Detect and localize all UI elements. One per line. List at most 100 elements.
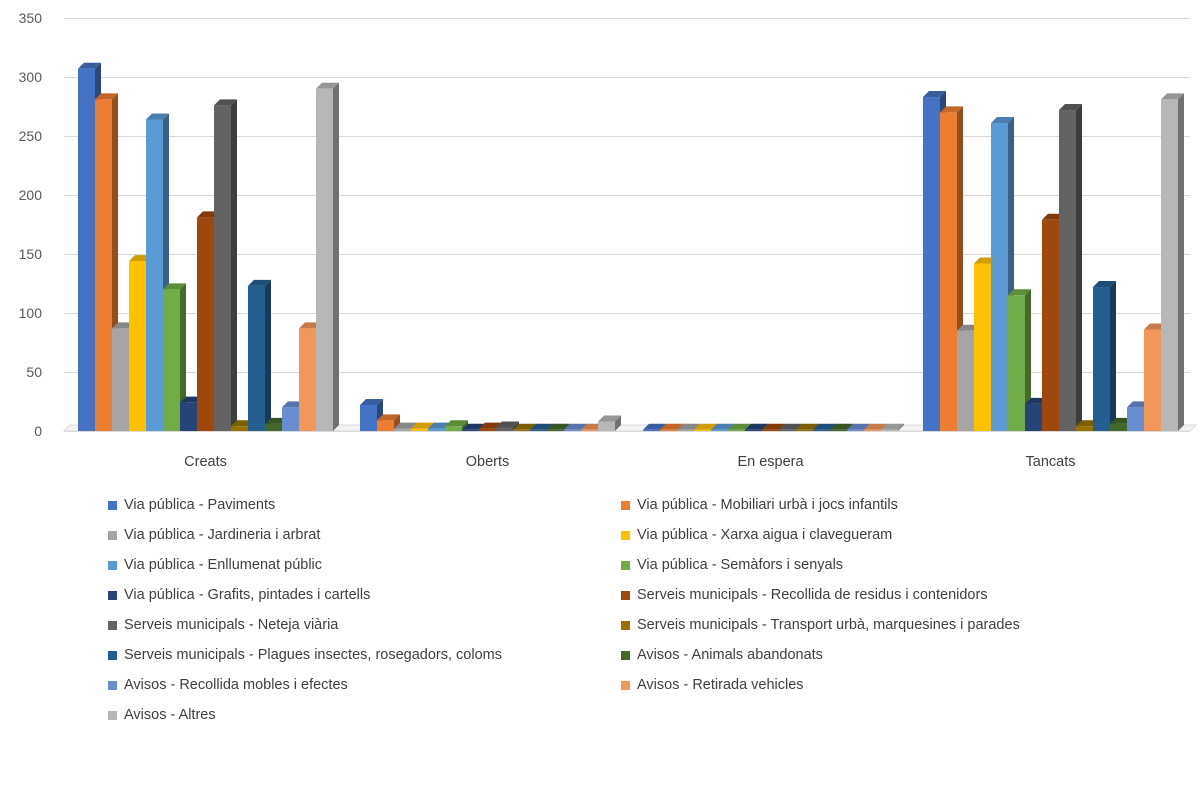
legend-swatch — [621, 590, 630, 600]
x-category-label: En espera — [737, 454, 804, 470]
bar-top — [530, 423, 553, 430]
y-tick-label: 300 — [19, 69, 43, 85]
legend-item: Serveis municipals - Recollida de residu… — [621, 584, 988, 606]
bar-front — [530, 429, 547, 431]
legend-swatch — [621, 620, 630, 630]
legend-swatch — [108, 530, 117, 540]
bar-front — [957, 330, 974, 431]
bar-top — [660, 423, 683, 430]
bar-front — [180, 402, 197, 431]
legend-item: Via pública - Paviments — [108, 494, 275, 516]
legend-label: Serveis municipals - Recollida de residu… — [637, 587, 988, 603]
bar-front — [643, 429, 660, 431]
bar-front — [864, 429, 881, 431]
legend-label: Via pública - Semàfors i senyals — [637, 557, 844, 573]
bar-top — [598, 415, 621, 422]
bar-front — [112, 328, 129, 431]
bar-top — [762, 423, 785, 430]
legend-label: Via pública - Xarxa aigua i clavegueram — [637, 527, 893, 543]
bar-top — [830, 423, 853, 430]
bar-top — [864, 423, 887, 430]
legend-item: Via pública - Enllumenat públic — [108, 554, 322, 576]
legend-swatch — [108, 590, 117, 600]
bar-front — [762, 429, 779, 431]
bar-top — [316, 82, 339, 89]
bar-front — [95, 99, 112, 432]
legend-item: Avisos - Animals abandonats — [621, 644, 823, 666]
bar-front — [940, 112, 957, 432]
bar-top — [1059, 104, 1082, 111]
y-tick-label: 250 — [19, 128, 43, 144]
bar-top — [496, 421, 519, 428]
bar-front — [360, 405, 377, 431]
bar-side — [180, 283, 186, 431]
y-tick-label: 350 — [19, 10, 43, 26]
bar-front — [197, 217, 214, 431]
bar-front — [1059, 110, 1076, 431]
legend-swatch — [108, 650, 117, 660]
x-category-label: Creats — [184, 454, 227, 470]
bar-front — [78, 68, 95, 432]
bar-side — [1110, 281, 1116, 431]
legend-label: Via pública - Mobiliari urbà i jocs infa… — [637, 497, 898, 513]
bar-front — [1093, 287, 1110, 431]
bar — [1059, 104, 1082, 431]
bar-front — [282, 407, 299, 431]
bar-top — [377, 414, 400, 421]
bar-side — [231, 99, 237, 431]
legend-item: Via pública - Jardineria i arbrat — [108, 524, 320, 546]
bar-front — [728, 429, 745, 431]
bar-top — [813, 423, 836, 430]
bar-top — [677, 423, 700, 430]
bar-front — [146, 119, 163, 431]
bar-top — [796, 423, 819, 430]
legend-swatch — [621, 500, 630, 510]
bar-top — [78, 62, 101, 69]
bar-front — [1110, 423, 1127, 431]
bar-front — [779, 429, 796, 431]
bar-front — [881, 429, 898, 431]
bar-front — [1008, 295, 1025, 431]
bar-top — [394, 422, 417, 429]
bar-front — [445, 426, 462, 431]
legend-item: Via pública - Xarxa aigua i clavegueram — [621, 524, 892, 546]
legend-label: Via pública - Jardineria i arbrat — [124, 527, 321, 543]
bar-front — [462, 429, 479, 431]
bar-front — [129, 261, 146, 431]
bar-top — [711, 423, 734, 430]
bars — [78, 62, 1184, 432]
bar-front — [428, 428, 445, 431]
bar-front — [813, 429, 830, 431]
bar-top — [564, 423, 587, 430]
legend-swatch — [621, 530, 630, 540]
bar-top — [1161, 93, 1184, 100]
legend-item: Avisos - Retirada vehicles — [621, 674, 804, 696]
bar-top — [95, 93, 118, 100]
y-tick-label: 200 — [19, 187, 43, 203]
bar — [214, 99, 237, 431]
bar-front — [299, 328, 316, 431]
bar-top — [643, 423, 666, 430]
x-category-label: Oberts — [466, 454, 510, 470]
bar-top — [881, 423, 904, 430]
legend-swatch — [108, 500, 117, 510]
y-tick-label: 100 — [19, 305, 43, 321]
bar-top — [411, 422, 434, 429]
bar — [1161, 93, 1184, 432]
legend-item: Via pública - Grafits, pintades i cartel… — [108, 584, 370, 606]
bar-front — [677, 429, 694, 431]
y-tick-label: 0 — [34, 423, 42, 439]
legend-label: Serveis municipals - Plagues insectes, r… — [124, 647, 502, 663]
bar-top — [847, 423, 870, 430]
bar-front — [711, 429, 728, 431]
bar-front — [745, 429, 762, 431]
legend-label: Avisos - Altres — [124, 707, 216, 723]
bar-side — [898, 423, 904, 431]
bar — [598, 415, 621, 431]
x-category-label: Tancats — [1026, 454, 1076, 470]
y-tick-label: 50 — [26, 364, 42, 380]
legend-swatch — [108, 560, 117, 570]
bar-side — [615, 415, 621, 431]
legend-swatch — [621, 680, 630, 690]
bar-front — [598, 421, 615, 431]
